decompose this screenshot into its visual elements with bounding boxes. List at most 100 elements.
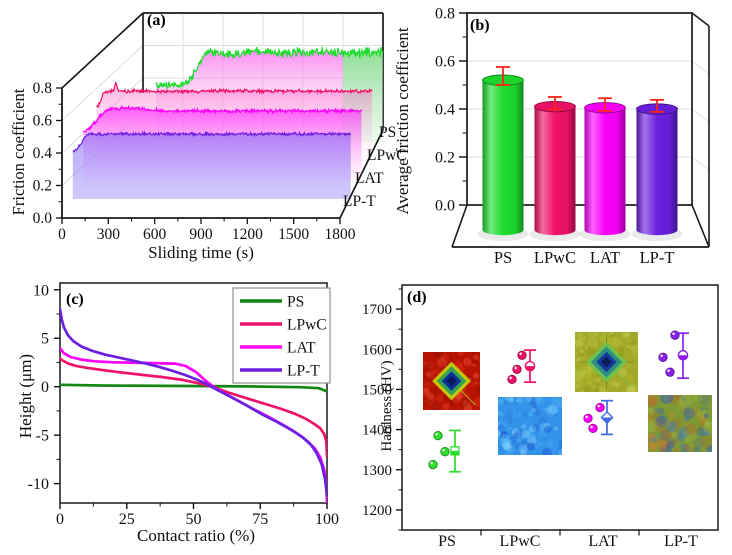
legend-label-lp-t: LP-T (287, 363, 320, 380)
tick-label: 100 (315, 511, 339, 528)
series-line (72, 130, 352, 153)
category-label-ps: PS (494, 248, 512, 267)
category-label-lat: LAT (590, 248, 620, 267)
tick-label: 0.6 (435, 54, 455, 71)
series-label-ps: PS (379, 124, 396, 141)
curve-lp-t (60, 307, 327, 497)
legend: PS LPwC LAT LP-T (232, 287, 331, 384)
panel-b-tag: (b) (470, 17, 490, 34)
mean-marker (524, 360, 536, 372)
series-label-lp-t: LP-T (343, 193, 376, 210)
group-lpwc (507, 349, 536, 385)
data-point (658, 352, 668, 362)
data-point (440, 447, 450, 457)
data-point (428, 459, 438, 470)
tick-label: 0.8 (33, 80, 53, 97)
tick-label: 1500 (278, 226, 309, 243)
bar-lat (579, 97, 631, 242)
line (691, 108, 710, 123)
group-lp-t (658, 330, 689, 380)
line (691, 12, 710, 27)
ps-indent-micrograph (423, 352, 480, 410)
tick-label: 600 (143, 226, 167, 243)
lat-indent-micrograph (575, 332, 638, 392)
panel-a-x-axis-title: Sliding time (s) (148, 243, 254, 262)
category-label-lp-t: LP-T (664, 533, 698, 550)
tick-label: 0 (41, 379, 49, 396)
group-lat (583, 399, 614, 436)
tick-label: 0 (58, 226, 66, 243)
tick-label: 0.0 (435, 198, 455, 215)
error-bar (496, 66, 510, 86)
data-point (512, 364, 522, 374)
bar-ps (477, 66, 529, 242)
tick-label: 1400 (362, 423, 392, 439)
data-point (665, 367, 675, 377)
tick-label: 0.0 (33, 210, 53, 227)
tick-label: 1500 (362, 382, 392, 398)
line (691, 60, 710, 75)
legend-box (232, 287, 331, 384)
line (61, 12, 144, 89)
tick-label: 1200 (232, 226, 263, 243)
tick-label: 1700 (362, 302, 392, 318)
panel-c-tag: (c) (66, 291, 84, 308)
panel-a-tag: (a) (147, 12, 166, 29)
mean-marker (450, 446, 460, 456)
tick-label: 0.4 (435, 102, 455, 119)
series-line (82, 104, 363, 133)
error-bar (598, 97, 612, 112)
tick-label: 0.2 (33, 178, 52, 195)
line (451, 204, 468, 248)
category-label-lat: LAT (588, 533, 618, 550)
panel-c-y-axis-title: Height (μm) (16, 353, 35, 439)
panel-a-y-axis-title: Friction coefficient (9, 88, 28, 216)
category-label-lpwc: LPwC (500, 533, 541, 550)
tick-label: 50 (186, 511, 202, 528)
mean-marker (600, 410, 614, 425)
category-label-ps: PS (438, 533, 456, 550)
series-lp-t (72, 130, 352, 199)
line (691, 204, 710, 248)
mean-marker (677, 349, 689, 361)
tick-label: 900 (189, 226, 213, 243)
panel-b-bar-chart: PS LPwC LAT LP-T 0.0 0.2 0.4 0.6 0.8 (435, 6, 710, 267)
curve-ps (60, 383, 327, 393)
tick-label: 0.6 (33, 113, 53, 130)
data-point (670, 330, 680, 340)
data-point (588, 423, 598, 434)
series-line (96, 81, 373, 108)
error-bar (548, 96, 562, 111)
bar-lp-t (631, 98, 683, 242)
tick-label: 0.8 (435, 6, 455, 23)
legend-label-lpwc: LPwC (287, 317, 327, 334)
line (61, 45, 144, 121)
series-label-lpwc: LPwC (367, 147, 407, 164)
series-fill (72, 132, 351, 199)
lpt-surface-micrograph (648, 395, 712, 452)
tick-label: 300 (97, 226, 121, 243)
tick-label: 25 (119, 511, 135, 528)
legend-label-ps: PS (287, 294, 304, 311)
lpwc-surface-micrograph (498, 397, 562, 455)
tick-label: 0.2 (435, 150, 455, 167)
data-point (517, 350, 527, 360)
panel-c-x-axis-title: Contact ratio (%) (136, 526, 255, 545)
tick-label: 0 (56, 511, 64, 528)
data-point (595, 402, 605, 413)
tick-label: 10 (33, 282, 49, 299)
panel-d-y-axis-title: Hardness (HV) (379, 360, 395, 452)
line (339, 129, 384, 219)
data-point (583, 413, 593, 423)
tick-label: 5 (41, 331, 49, 348)
error-bar (650, 98, 664, 113)
tick-label: -10 (28, 476, 49, 493)
panel-d-tag: (d) (407, 289, 427, 306)
data-point (433, 430, 443, 441)
tick-label: 75 (252, 511, 268, 528)
tick-label: 1200 (362, 503, 392, 519)
series-label-lat: LAT (355, 170, 384, 187)
